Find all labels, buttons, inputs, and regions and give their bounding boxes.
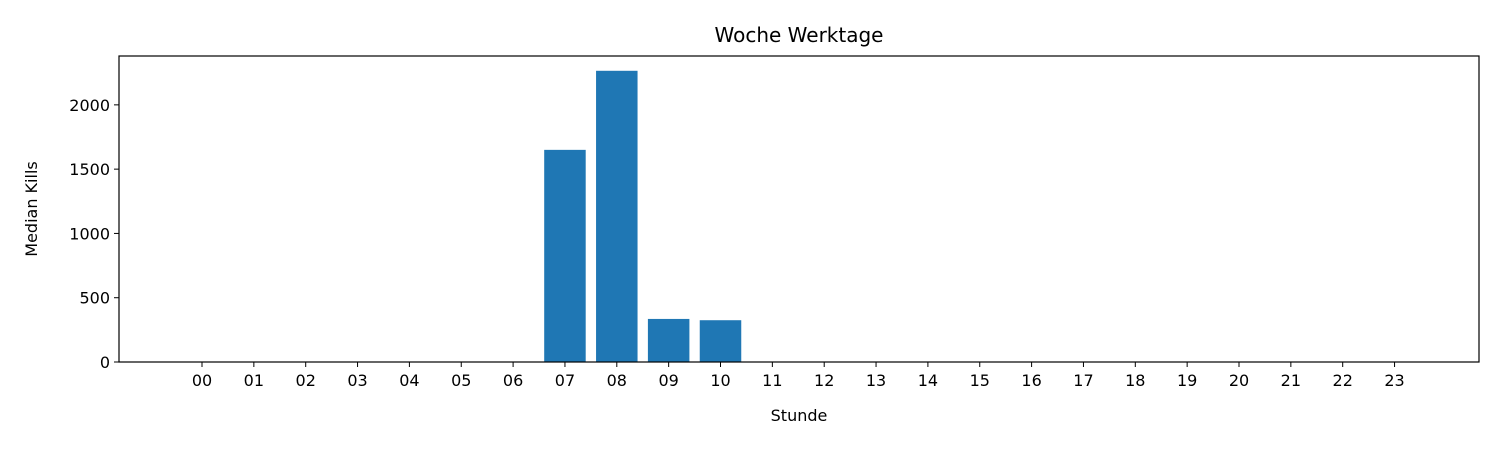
y-tick-label: 1000 — [69, 224, 110, 243]
y-tick-label: 0 — [100, 353, 110, 372]
x-tick-label: 08 — [607, 371, 627, 390]
x-tick-label: 09 — [658, 371, 678, 390]
y-tick-label: 2000 — [69, 96, 110, 115]
bar-07 — [544, 149, 586, 362]
chart-title: Woche Werktage — [715, 23, 884, 47]
x-axis: 00 01 02 03 04 05 06 07 08 09 10 11 12 13 14 15 16 17 18 19… — [192, 362, 1405, 390]
x-tick-label: 06 — [503, 371, 523, 390]
y-tick-label: 500 — [79, 289, 110, 308]
x-tick-label: 13 — [866, 371, 886, 390]
x-tick-label: 23 — [1384, 371, 1404, 390]
x-tick-label: 15 — [970, 371, 990, 390]
bars-group — [544, 70, 742, 362]
y-axis-label: Median Kills — [22, 161, 41, 256]
y-axis: 0 500 1000 1500 2000 — [69, 96, 119, 372]
x-tick-label: 05 — [451, 371, 471, 390]
bar-09 — [647, 318, 690, 362]
x-axis-label: Stunde — [771, 406, 828, 425]
x-tick-label: 14 — [918, 371, 938, 390]
x-tick-label: 21 — [1281, 371, 1301, 390]
x-tick-label: 18 — [1125, 371, 1145, 390]
x-tick-label: 22 — [1333, 371, 1353, 390]
x-tick-label: 11 — [762, 371, 782, 390]
x-tick-label: 19 — [1177, 371, 1197, 390]
x-tick-label: 03 — [347, 371, 367, 390]
x-tick-label: 02 — [296, 371, 316, 390]
x-tick-label: 04 — [399, 371, 419, 390]
bar-08 — [596, 70, 638, 362]
bar-10 — [699, 320, 742, 362]
x-tick-label: 12 — [814, 371, 834, 390]
y-tick-label: 1500 — [69, 160, 110, 179]
x-tick-label: 07 — [555, 371, 575, 390]
x-tick-label: 00 — [192, 371, 212, 390]
x-tick-label: 01 — [244, 371, 264, 390]
x-tick-label: 17 — [1073, 371, 1093, 390]
x-tick-label: 20 — [1229, 371, 1249, 390]
x-tick-label: 16 — [1021, 371, 1041, 390]
x-tick-label: 10 — [710, 371, 730, 390]
plot-frame — [118, 55, 1480, 363]
